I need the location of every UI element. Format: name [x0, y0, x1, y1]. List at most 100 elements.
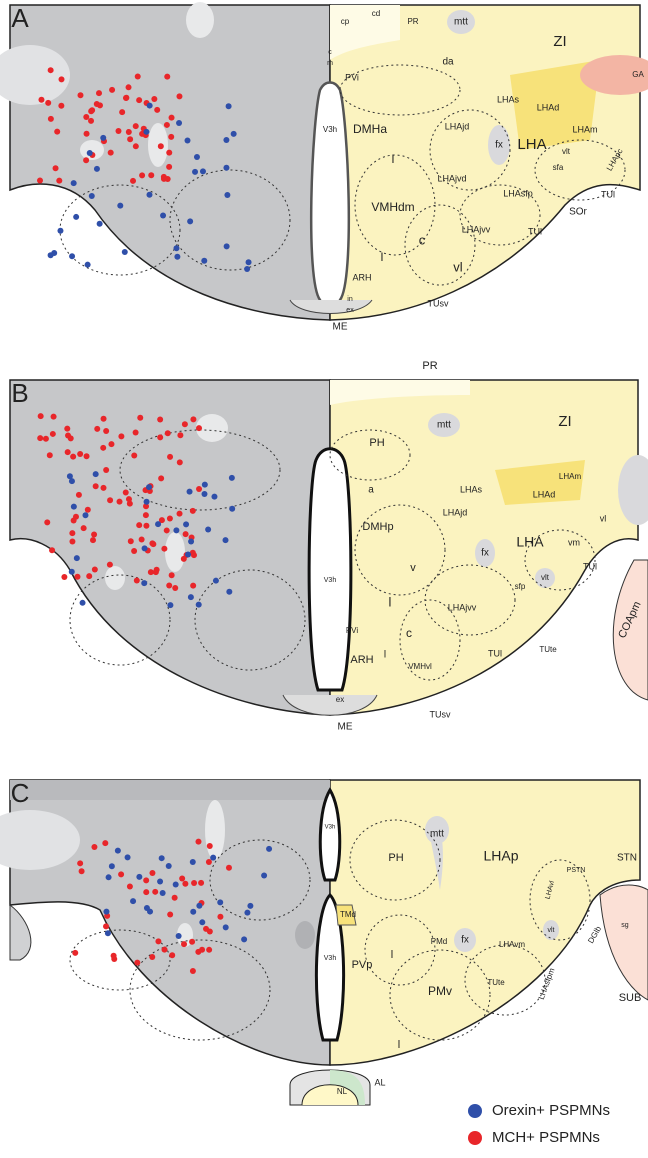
region-label: c — [419, 232, 426, 247]
neuron-dot — [94, 166, 100, 172]
neuron-dot — [133, 143, 139, 149]
neuron-dot — [38, 413, 44, 419]
neuron-dot — [69, 478, 75, 484]
legend-marker — [468, 1104, 482, 1118]
neuron-dot — [61, 574, 67, 580]
neuron-dot — [143, 512, 149, 518]
region-label: LHAs — [497, 94, 520, 104]
neuron-dot — [47, 452, 53, 458]
neuron-dot — [117, 203, 123, 209]
neuron-dot — [182, 421, 188, 427]
region-label: TUsv — [428, 298, 449, 308]
neuron-dot — [54, 129, 60, 135]
region-label: fx — [495, 140, 503, 151]
neuron-dot — [108, 150, 114, 156]
neuron-dot — [206, 859, 212, 865]
neuron-dot — [172, 585, 178, 591]
panel-letter: A — [11, 3, 29, 33]
neuron-dot — [223, 924, 229, 930]
neuron-dot — [154, 107, 160, 113]
neuron-dot — [201, 258, 207, 264]
neuron-dot — [176, 933, 182, 939]
neuron-dot — [162, 947, 168, 953]
neuron-dot — [94, 426, 100, 432]
region-label: LHAjd — [443, 507, 468, 517]
neuron-dot — [56, 178, 62, 184]
neuron-dot — [181, 556, 187, 562]
neuron-dot — [181, 941, 187, 947]
neuron-dot — [103, 909, 109, 915]
region-label: V3h — [324, 955, 337, 962]
neuron-dot — [117, 499, 123, 505]
neuron-dot — [69, 253, 75, 259]
neuron-dot — [83, 114, 89, 120]
region-label: DGlb — [586, 924, 603, 945]
region-label: ex — [336, 695, 344, 704]
neuron-dot — [229, 475, 235, 481]
neuron-dot — [96, 90, 102, 96]
neuron-dot — [131, 453, 137, 459]
neuron-dot — [88, 108, 94, 114]
legend: Orexin+ PSPMNs MCH+ PSPMNs — [468, 1102, 610, 1146]
neuron-dot — [97, 221, 103, 227]
neuron-dot — [185, 137, 191, 143]
neuron-dot — [91, 532, 97, 538]
neuron-dot — [76, 492, 82, 498]
legend-label: Orexin+ PSPMNs — [492, 1102, 610, 1119]
neuron-dot — [103, 428, 109, 434]
neuron-dot — [226, 865, 232, 871]
neuron-dot — [111, 956, 117, 962]
neuron-dot — [109, 863, 115, 869]
neuron-dot — [79, 868, 85, 874]
neuron-dot — [107, 562, 113, 568]
neuron-dot — [176, 93, 182, 99]
neuron-dot — [231, 131, 237, 137]
neuron-dot — [146, 192, 152, 198]
neuron-dot — [144, 499, 150, 505]
region-label: PH — [388, 852, 403, 864]
neuron-dot — [246, 259, 252, 265]
neuron-dot — [118, 871, 124, 877]
neuron-dot — [51, 250, 57, 256]
neuron-dot — [241, 936, 247, 942]
neuron-dot — [185, 551, 191, 557]
neuron-dot — [137, 415, 143, 421]
neuron-dot — [146, 484, 152, 490]
neuron-dot — [65, 432, 71, 438]
region-label: ex — [346, 307, 354, 314]
neuron-dot — [196, 602, 202, 608]
region-label: LHAjvv — [462, 224, 491, 234]
region-label: PR — [422, 360, 437, 372]
neuron-dot — [71, 504, 77, 510]
region-label: NL — [337, 1087, 348, 1096]
neuron-dot — [173, 245, 179, 251]
neuron-dot — [86, 573, 92, 579]
region-label: PR — [407, 17, 418, 26]
neuron-dot — [147, 103, 153, 109]
region-label: vlt — [562, 147, 571, 156]
region-label: mtt — [437, 420, 451, 431]
legend-marker — [468, 1131, 482, 1145]
neuron-dot — [190, 968, 196, 974]
neuron-dot — [44, 519, 50, 525]
neuron-dot — [142, 545, 148, 551]
neuron-dot — [148, 172, 154, 178]
neuron-dot — [136, 522, 142, 528]
neuron-dot — [74, 555, 80, 561]
neuron-dot — [176, 120, 182, 126]
neuron-dot — [71, 180, 77, 186]
neuron-dot — [38, 97, 44, 103]
neuron-dot — [189, 939, 195, 945]
region-label: V3h — [323, 125, 337, 134]
neuron-dot — [126, 84, 132, 90]
neuron-dot — [266, 846, 272, 852]
region-label: c — [406, 626, 412, 640]
neuron-dot — [133, 123, 139, 129]
region-label: sfp — [515, 582, 526, 591]
neuron-dot — [106, 874, 112, 880]
region-label: LHAjvv — [448, 602, 477, 612]
neuron-dot — [244, 266, 250, 272]
neuron-dot — [160, 890, 166, 896]
neuron-dot — [69, 530, 75, 536]
neuron-dot — [82, 512, 88, 518]
